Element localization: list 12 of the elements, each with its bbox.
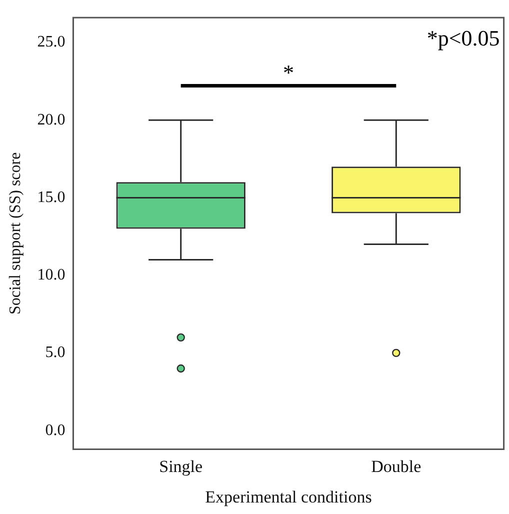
x-tick-label: Double	[371, 456, 422, 476]
annotation: *	[283, 60, 294, 85]
y-tick-label: 25.0	[37, 34, 66, 51]
y-tick-label: 20.0	[37, 111, 66, 128]
y-tick-label: 15.0	[37, 188, 66, 206]
y-tick-label: 10.0	[37, 266, 66, 284]
y-tick-label: 5.0	[45, 344, 66, 362]
x-tick-label: Single	[159, 456, 203, 476]
y-axis-title: Social support (SS) score	[6, 152, 24, 314]
y-tick-label: 0.0	[45, 422, 66, 439]
x-axis-title: Experimental conditions	[205, 487, 372, 506]
annotation: *p<0.05	[426, 26, 500, 51]
